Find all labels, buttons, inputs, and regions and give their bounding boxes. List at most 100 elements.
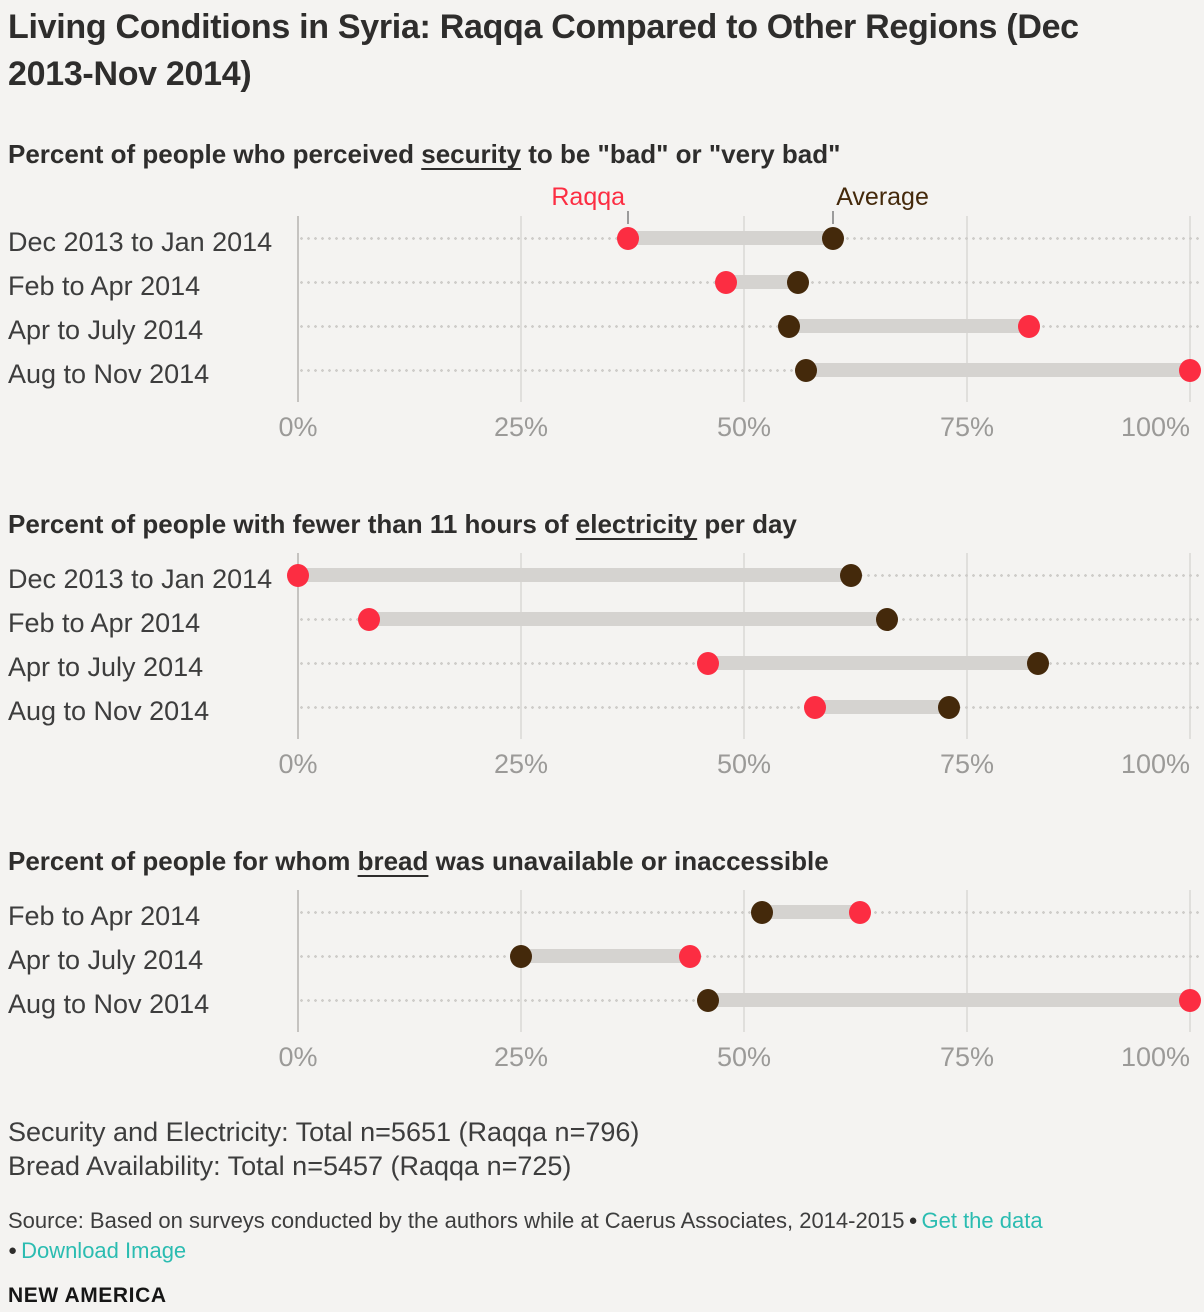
row-label: Aug to Nov 2014 bbox=[8, 359, 210, 389]
bread-chart: Feb to Apr 2014 Apr to July 2014 Aug to No… bbox=[0, 890, 1204, 1032]
connector-bar bbox=[788, 319, 1030, 333]
raqqa-dot bbox=[1179, 988, 1201, 1012]
x-tick-label: 50% bbox=[716, 1042, 772, 1072]
connector-bar bbox=[806, 363, 1190, 377]
legend-tick bbox=[627, 211, 630, 224]
connector-bar bbox=[628, 231, 834, 245]
security-plot-area: Raqqa Average bbox=[297, 184, 1203, 402]
x-tick-label: 75% bbox=[939, 1042, 995, 1072]
subtitle-keyword: security bbox=[421, 139, 521, 169]
x-tick-label: 100% bbox=[1120, 1042, 1190, 1072]
row-label: Apr to July 2014 bbox=[8, 945, 204, 975]
x-tick-label: 75% bbox=[939, 749, 995, 779]
row-label: Aug to Nov 2014 bbox=[8, 696, 210, 726]
chart-subtitle-electricity: Percent of people with fewer than 11 hou… bbox=[8, 509, 797, 539]
electricity-plot-area bbox=[287, 553, 1203, 739]
average-dot bbox=[510, 944, 532, 968]
x-tick-label: 50% bbox=[716, 412, 772, 442]
average-dot bbox=[1027, 651, 1050, 675]
row-label: Dec 2013 to Jan 2014 bbox=[8, 564, 273, 594]
bullet-separator: ● bbox=[908, 1212, 918, 1229]
average-dot bbox=[875, 607, 898, 631]
legend-raqqa-label: Raqqa bbox=[551, 183, 626, 211]
legend-tick bbox=[832, 211, 835, 224]
connector-bar bbox=[369, 612, 887, 626]
connector-bar bbox=[726, 275, 798, 289]
x-tick-label: 0% bbox=[278, 749, 318, 779]
row-label: Aug to Nov 2014 bbox=[8, 989, 210, 1019]
average-dot bbox=[786, 270, 809, 294]
source-line: Source: Based on surveys conducted by th… bbox=[8, 1207, 1043, 1235]
chart-subtitle-bread: Percent of people for whom bread was una… bbox=[8, 846, 829, 876]
x-tick-label: 0% bbox=[278, 1042, 318, 1072]
subtitle-text: to be "bad" or "very bad" bbox=[520, 139, 841, 169]
row-label: Apr to July 2014 bbox=[8, 315, 204, 345]
gridline bbox=[966, 553, 968, 739]
raqqa-dot bbox=[679, 944, 702, 968]
row-dotted-line bbox=[298, 954, 1203, 958]
y-axis-line bbox=[297, 216, 299, 402]
x-tick-label: 100% bbox=[1120, 749, 1190, 779]
row-dotted-line bbox=[298, 368, 1203, 372]
bullet-separator: ● bbox=[8, 1242, 18, 1259]
get-the-data-link[interactable]: Get the data bbox=[921, 1208, 1043, 1233]
connector-bar bbox=[708, 656, 1039, 670]
row-label: Feb to Apr 2014 bbox=[8, 901, 201, 931]
row-label: Dec 2013 to Jan 2014 bbox=[8, 227, 273, 257]
raqqa-dot bbox=[1018, 314, 1041, 338]
gridline bbox=[1189, 216, 1191, 402]
raqqa-dot bbox=[617, 226, 640, 250]
gridline bbox=[520, 216, 522, 402]
electricity-x-axis: 0% 25% 50% 75% 100% bbox=[278, 749, 1190, 779]
gridline bbox=[520, 553, 522, 739]
gridline bbox=[743, 553, 745, 739]
security-chart: Raqqa Average Dec 2013 to Jan 2014 Feb to … bbox=[0, 184, 1204, 402]
subtitle-keyword: electricity bbox=[575, 509, 698, 539]
average-dot bbox=[777, 314, 800, 338]
connector-bar bbox=[761, 905, 860, 919]
row-dotted-line bbox=[298, 705, 1203, 709]
row-dotted-line bbox=[298, 910, 1203, 914]
download-image-link[interactable]: Download Image bbox=[21, 1238, 187, 1263]
subtitle-text: Percent of people who perceived bbox=[8, 139, 422, 169]
x-tick-label: 25% bbox=[493, 412, 549, 442]
gridline bbox=[743, 890, 745, 1032]
average-dot bbox=[750, 900, 773, 924]
x-tick-label: 25% bbox=[493, 1042, 549, 1072]
average-dot bbox=[938, 695, 961, 719]
subtitle-text: per day bbox=[697, 509, 797, 539]
source-text: Source: Based on surveys conducted by th… bbox=[8, 1208, 905, 1233]
page-title-line-1: Living Conditions in Syria: Raqqa Compar… bbox=[8, 8, 1079, 46]
x-tick-label: 75% bbox=[939, 412, 995, 442]
raqqa-dot bbox=[848, 900, 871, 924]
raqqa-dot bbox=[1179, 358, 1201, 382]
gridline bbox=[1189, 553, 1191, 739]
gridline bbox=[1189, 890, 1191, 1032]
x-tick-label: 0% bbox=[278, 412, 318, 442]
row-label: Feb to Apr 2014 bbox=[8, 271, 201, 301]
average-dot bbox=[822, 226, 845, 250]
raqqa-dot bbox=[697, 651, 720, 675]
y-axis-line bbox=[297, 890, 299, 1032]
legend-average-label: Average bbox=[836, 183, 929, 211]
page-title-line-2: 2013-Nov 2014) bbox=[8, 55, 252, 93]
sample-size-note-bread: Bread Availability: Total n=5457 (Raqqa … bbox=[8, 1151, 572, 1181]
subtitle-keyword: bread bbox=[357, 846, 429, 876]
raqqa-dot bbox=[287, 563, 309, 587]
bread-plot-area bbox=[297, 890, 1203, 1032]
average-dot bbox=[840, 563, 863, 587]
electricity-chart: Dec 2013 to Jan 2014 Feb to Apr 2014 Apr t… bbox=[0, 553, 1204, 739]
average-dot bbox=[795, 358, 818, 382]
connector-bar bbox=[708, 993, 1190, 1007]
page-title: Living Conditions in Syria: Raqqa Compar… bbox=[8, 4, 1200, 98]
sample-size-note-security-electricity: Security and Electricity: Total n=5651 (… bbox=[8, 1117, 640, 1147]
raqqa-dot bbox=[715, 270, 738, 294]
gridline bbox=[966, 890, 968, 1032]
new-america-logo: NEW AMERICA bbox=[8, 1284, 167, 1307]
row-dotted-line bbox=[298, 324, 1203, 328]
subtitle-text: was unavailable or inaccessible bbox=[428, 846, 829, 876]
x-tick-label: 25% bbox=[493, 749, 549, 779]
subtitle-text: Percent of people for whom bbox=[8, 846, 358, 876]
gridline bbox=[966, 216, 968, 402]
